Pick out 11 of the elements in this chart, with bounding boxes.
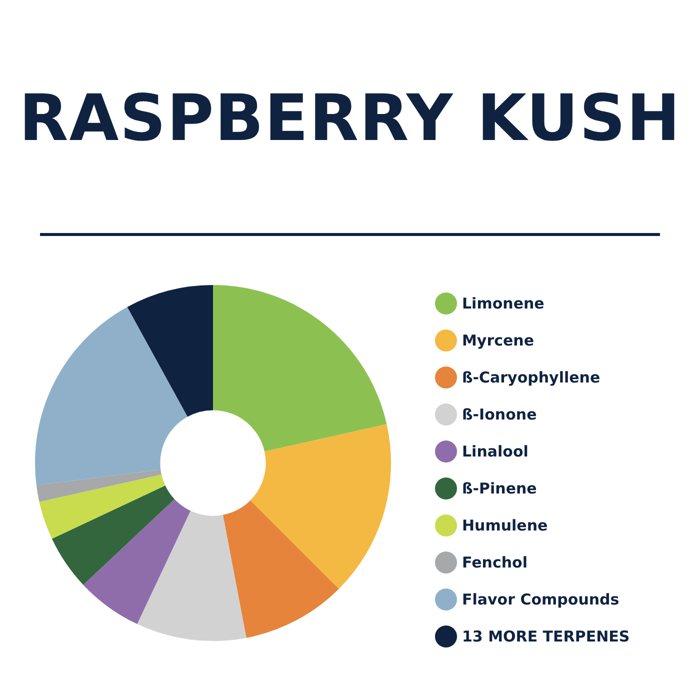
legend-label: ß-Ionone xyxy=(462,406,537,424)
legend-label: Linalool xyxy=(462,442,528,460)
legend-label: 13 MORE TERPENES xyxy=(462,628,630,646)
legend-label: Fenchol xyxy=(462,554,528,572)
chart-title: RASPBERRY KUSH xyxy=(18,82,682,156)
legend-label: ß-Pinene xyxy=(462,480,537,498)
legend-label: Myrcene xyxy=(462,332,534,350)
legend-label: Flavor Compounds xyxy=(462,590,620,608)
legend-label: Limonene xyxy=(462,294,544,312)
legend-label: Humulene xyxy=(462,516,548,534)
legend-label: ß-Caryophyllene xyxy=(462,368,600,386)
